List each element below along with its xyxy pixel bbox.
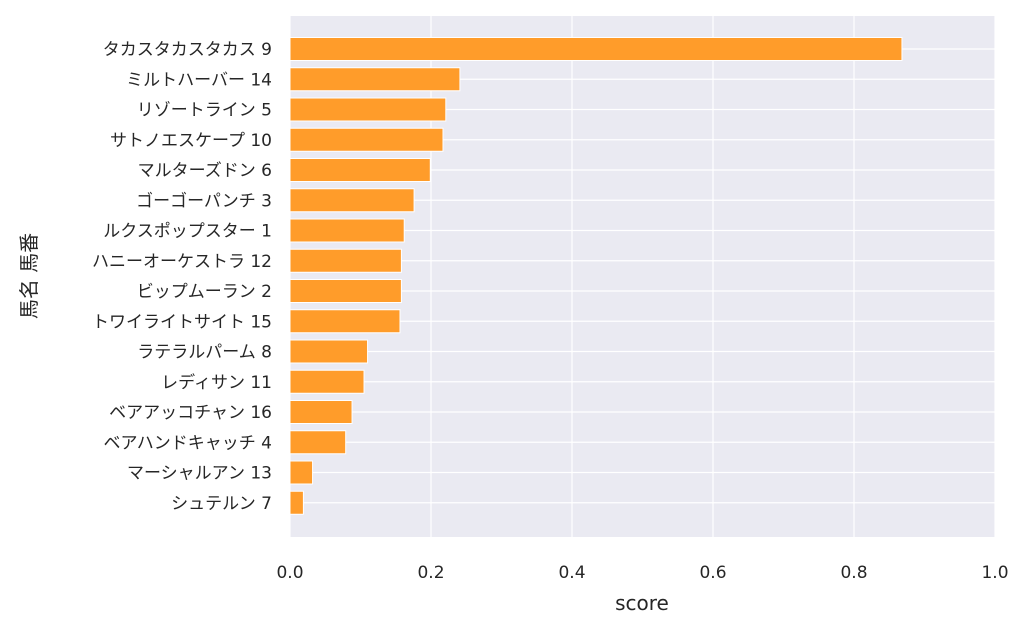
x-tick-label: 0.0 [276,563,303,583]
y-tick-label: ビップムーラン 2 [137,282,272,302]
x-tick-label: 1.0 [981,563,1008,583]
bar [289,430,347,455]
y-tick-label: ベアアッコチャン 16 [109,403,272,423]
y-tick-label: ハニーオーケストラ 12 [92,252,272,272]
bar [289,67,461,92]
bar [289,127,444,152]
bar [289,37,903,61]
bar [289,158,431,182]
bar [289,369,365,394]
x-tick-label: 0.8 [840,563,867,583]
bar [289,218,405,243]
y-tick-label: シュテルン 7 [171,494,272,514]
bar [289,279,402,303]
y-tick-label: タカスタカスタカス 9 [103,40,272,60]
x-tick-label: 0.2 [417,563,444,583]
y-tick-label: サトノエスケープ 10 [110,131,272,151]
y-tick-label: ルクスポップスター 1 [103,222,272,242]
y-tick-label: ゴーゴーパンチ 3 [136,190,272,211]
bars [289,37,903,515]
x-tick-label: 0.6 [699,563,726,583]
y-tick-label: レディサン 11 [161,372,272,393]
bar [289,188,415,213]
x-tick-labels: 0.0 0.2 0.4 0.6 0.8 1.0 [276,563,1008,583]
y-tick-label: マーシャルアン 13 [127,464,272,484]
y-tick-labels: タカスタカスタカス 9 ミルトハーバー 14 リゾートライン 5 サトノエスケープ 1… [92,40,272,514]
y-tick-label: リゾートライン 5 [137,101,272,121]
x-axis-label: score [615,591,669,615]
bar [289,339,369,364]
bar [289,309,401,334]
bar [289,97,447,122]
x-tick-label: 0.4 [558,563,585,583]
y-tick-label: ミルトハーバー 14 [126,70,272,90]
y-tick-label: トワイライトサイト 15 [92,312,272,332]
y-tick-label: ベアハンドキャッチ 4 [103,433,272,453]
bar [289,460,314,485]
bar [289,248,402,273]
y-tick-label: ラテラルパーム 8 [137,343,272,363]
bar [289,400,353,424]
plot-area [290,16,995,537]
bar [289,490,304,515]
y-tick-label: マルターズドン 6 [138,161,272,181]
y-axis-label: 馬名 馬番 [17,233,41,319]
